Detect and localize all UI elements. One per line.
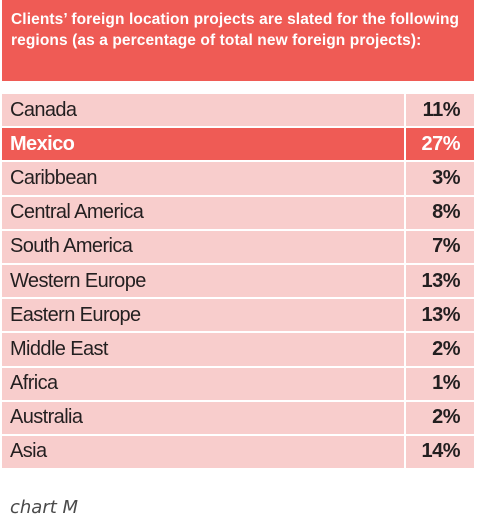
region-label: Canada (10, 98, 77, 121)
region-percentage: 14% (404, 435, 474, 469)
table-row-central-america: Central America 8% (2, 196, 474, 231)
table-row-africa: Africa 1% (2, 367, 474, 402)
region-label: Western Europe (10, 269, 146, 292)
region-label: Africa (10, 372, 58, 395)
table-row-caribbean: Caribbean 3% (2, 162, 474, 197)
region-label: Australia (10, 406, 83, 429)
table-row-middle-east: Middle East 2% (2, 333, 474, 368)
region-label: Central America (10, 201, 144, 224)
table-card: Clients’ foreign location projects are s… (2, 0, 474, 471)
region-percentage: 27% (404, 128, 474, 161)
region-percentage: 13% (404, 264, 474, 298)
table-row-canada: Canada 11% (2, 94, 474, 129)
region-label: Eastern Europe (10, 303, 141, 326)
table-row-eastern-europe: Eastern Europe 13% (2, 299, 474, 334)
table-row-mexico: Mexico 27% (2, 128, 474, 163)
table-row-western-europe: Western Europe 13% (2, 264, 474, 300)
table-body: Canada 11% Mexico 27% Caribbean 3% Central Ame… (2, 93, 474, 471)
region-label: Mexico (10, 132, 75, 155)
table-row-south-america: South America 7% (2, 230, 474, 265)
region-percentage: 3% (404, 162, 474, 195)
chart-caption: chart M (10, 497, 79, 518)
table-title: Clients’ foreign location projects are s… (2, 0, 474, 81)
region-label: Asia (10, 440, 47, 463)
region-label: Caribbean (10, 166, 97, 189)
region-percentage: 2% (404, 401, 474, 434)
table-row-asia: Asia 14% (2, 435, 474, 471)
table-row-australia: Australia 2% (2, 401, 474, 436)
region-percentage: 13% (404, 299, 474, 332)
region-percentage: 1% (404, 367, 474, 400)
region-label: South America (10, 235, 133, 258)
region-percentage: 2% (404, 333, 474, 366)
header-gap (2, 81, 474, 93)
region-percentage: 7% (404, 230, 474, 263)
region-label: Middle East (10, 337, 109, 360)
region-percentage: 11% (404, 94, 474, 127)
region-percentage: 8% (404, 196, 474, 229)
